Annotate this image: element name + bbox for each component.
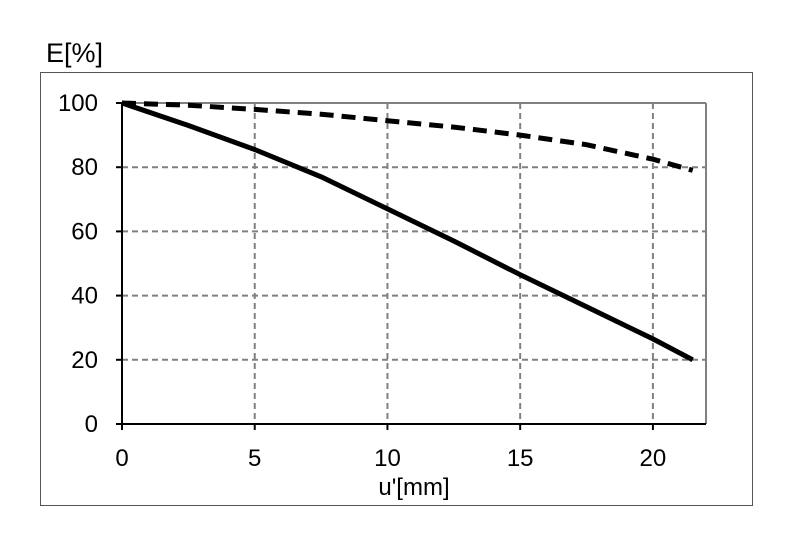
chart-frame: [40, 72, 753, 506]
grid: [122, 102, 707, 424]
y-tick-label: 60: [71, 218, 98, 245]
y-tick-label: 80: [71, 154, 98, 181]
series-line-dashed: [121, 100, 694, 173]
x-tick-label: 15: [507, 445, 534, 472]
x-axis-label: u'[mm]: [378, 474, 449, 501]
y-tick-label: 100: [58, 90, 98, 117]
axes: [116, 102, 706, 430]
x-tick-label: 10: [374, 445, 401, 472]
x-tick-label: 20: [640, 445, 667, 472]
x-tick-label: 0: [115, 445, 128, 472]
series-line-solid: [121, 100, 694, 363]
x-tick-label: 5: [248, 445, 261, 472]
y-tick-label: 40: [71, 283, 98, 310]
series-group: [121, 100, 694, 363]
y-tick-label: 0: [85, 411, 98, 438]
tick-labels: 0 20 40 60 80 100 0 5 10 15 20: [58, 90, 666, 472]
y-axis-label: E[%]: [46, 38, 104, 68]
y-tick-label: 20: [71, 347, 98, 374]
